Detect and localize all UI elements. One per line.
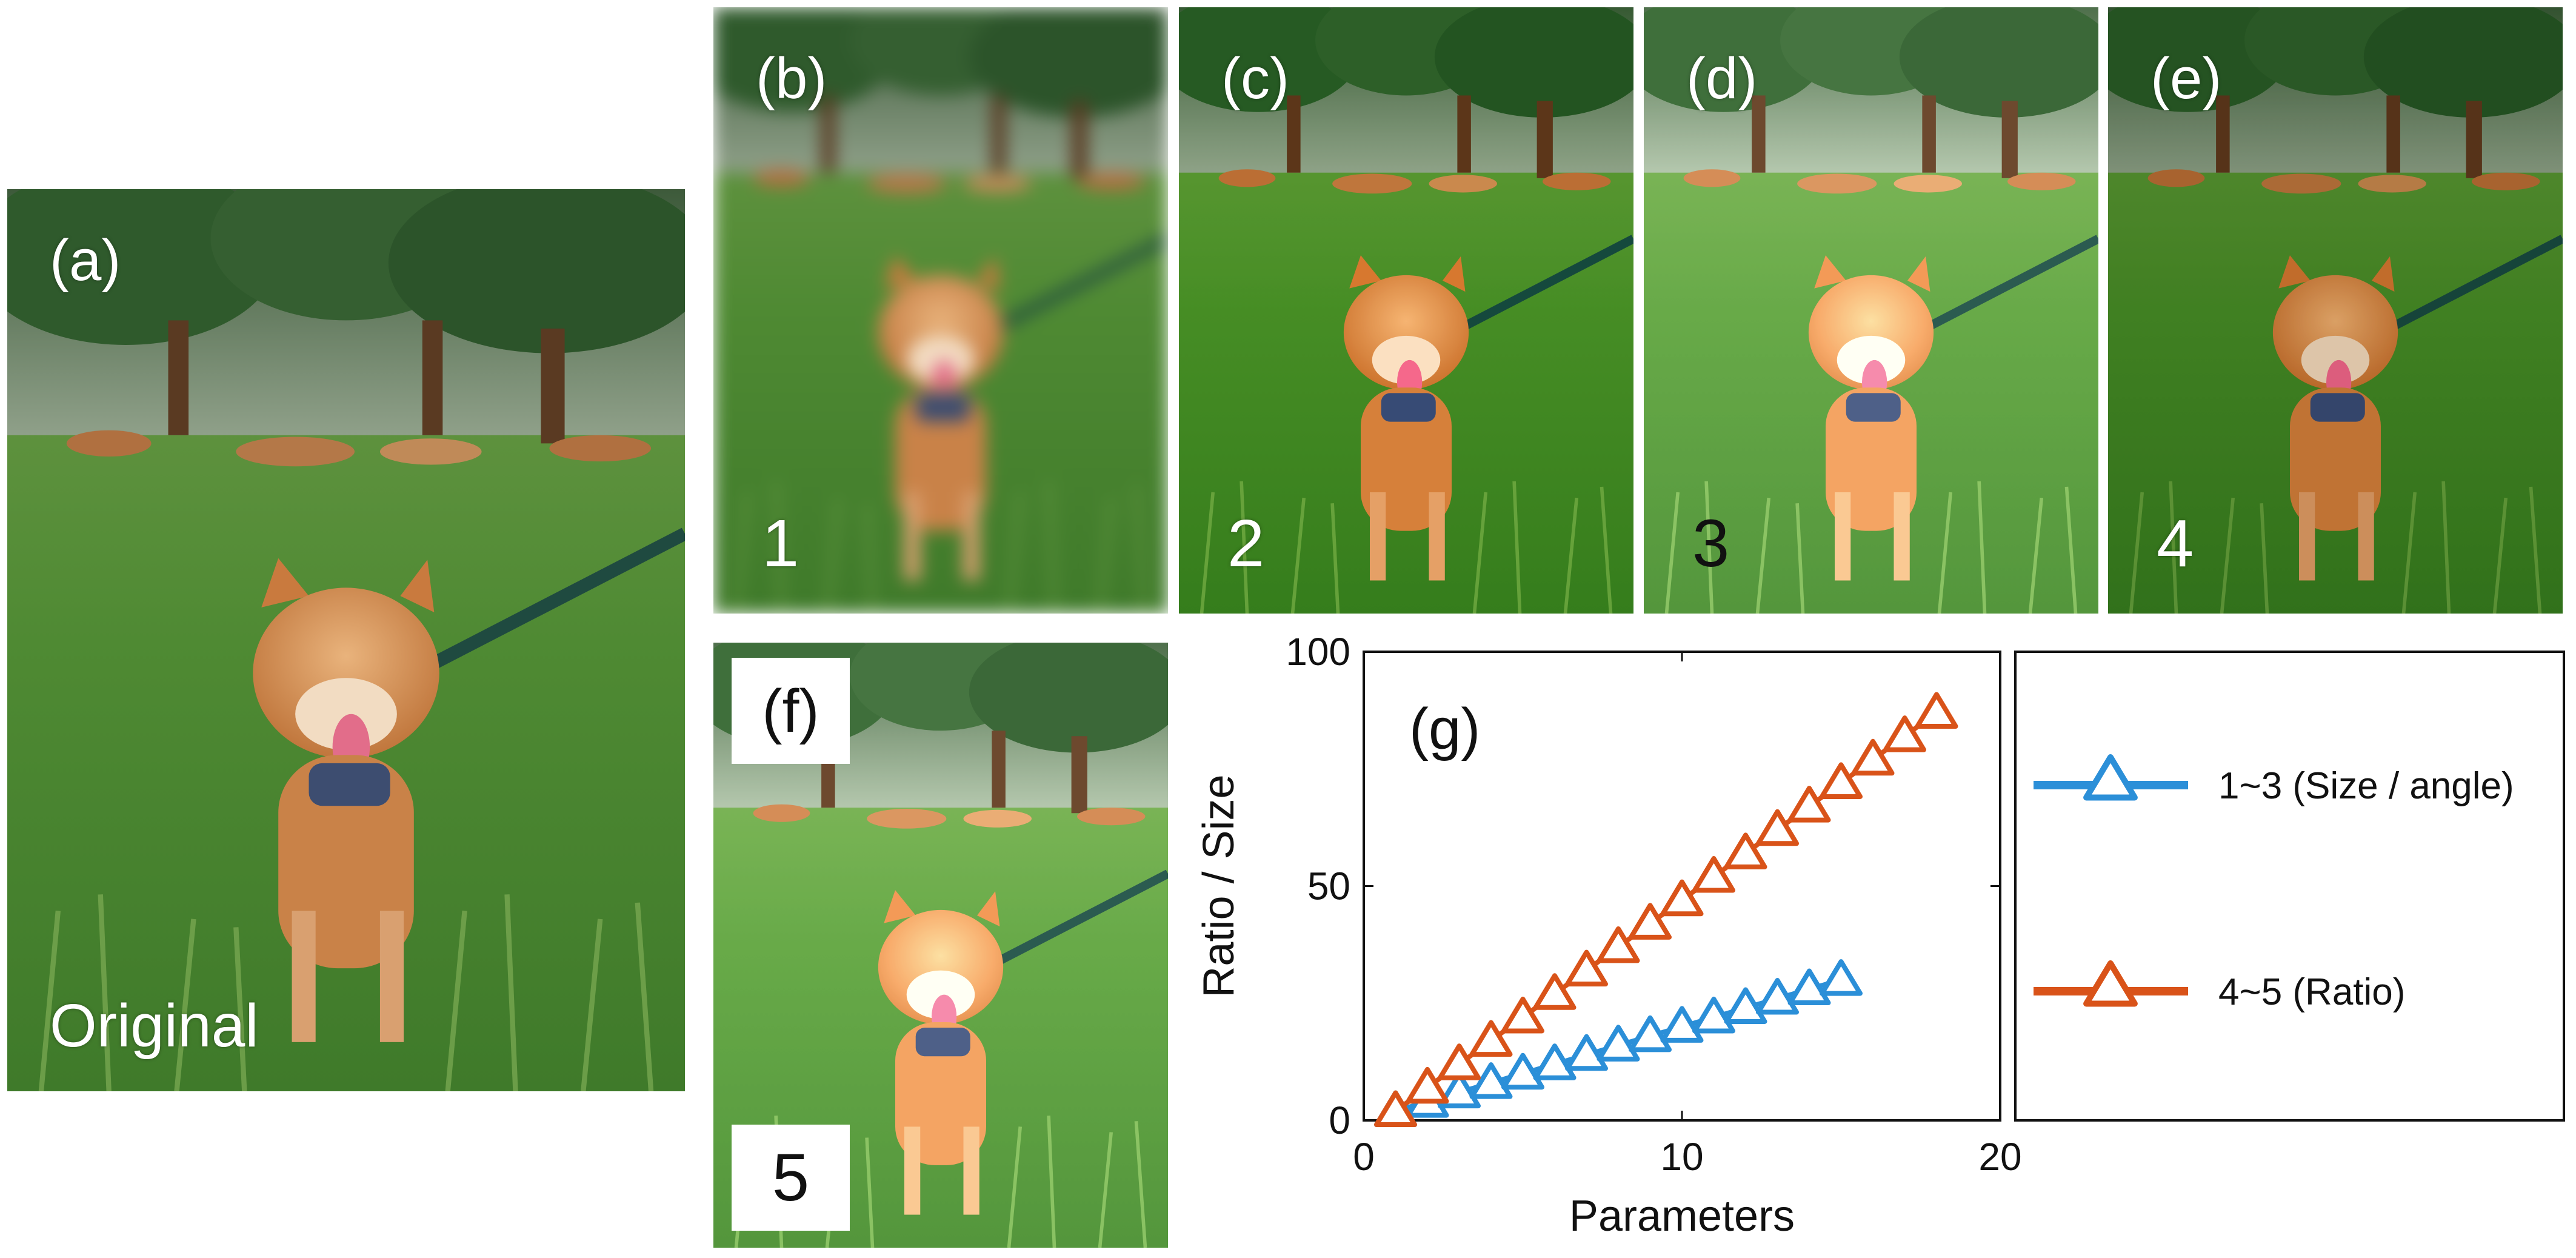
x-tick-label: 20 [1978, 1135, 2021, 1179]
y-tick-label: 50 [1307, 865, 1350, 908]
panel-b-photo: (b) 1 [713, 7, 1168, 614]
data-point-series-1 [1692, 856, 1735, 893]
data-point-series-1 [1374, 1090, 1417, 1128]
data-point-series-0 [1724, 987, 1767, 1024]
series-line-1 [1394, 711, 1938, 1113]
panel-f-label: (f) [732, 658, 850, 764]
legend-box [2014, 651, 2565, 1122]
data-point-series-0 [1501, 1052, 1544, 1090]
data-point-series-1 [1883, 715, 1926, 752]
plot-area-frame [1363, 651, 2001, 1122]
data-point-series-1 [1406, 1066, 1449, 1104]
x-axis-label: Parameters [1569, 1192, 1795, 1240]
panel-e-label: (e) [2151, 46, 2222, 111]
data-point-series-1 [1851, 738, 1895, 776]
data-point-series-1 [1533, 973, 1577, 1010]
panel-a-caption: Original [50, 992, 259, 1060]
data-point-series-1 [1501, 996, 1544, 1034]
data-point-series-0 [1692, 996, 1735, 1034]
data-point-series-1 [1915, 692, 1958, 729]
panel-b-number: 1 [762, 506, 799, 581]
data-point-series-0 [1660, 1006, 1704, 1043]
panel-d-number: 3 [1692, 506, 1730, 581]
panel-f-photo: (f) 5 [713, 643, 1168, 1248]
data-point-series-0 [1629, 1015, 1672, 1052]
data-point-series-1 [1597, 926, 1640, 963]
data-point-series-1 [1629, 903, 1672, 940]
panel-c-photo: (c) 2 [1179, 7, 1633, 614]
panel-d-photo: (d) 3 [1644, 7, 2098, 614]
panel-c-label: (c) [1221, 46, 1289, 111]
data-point-series-0 [1406, 1081, 1449, 1118]
data-point-series-1 [1820, 762, 1863, 799]
data-point-series-0 [1374, 1090, 1417, 1128]
data-point-series-1 [1438, 1043, 1481, 1080]
data-point-series-0 [1469, 1062, 1513, 1099]
data-point-series-1 [1787, 786, 1831, 823]
legend-marker-1 [2083, 960, 2138, 1007]
data-point-series-1 [1724, 832, 1767, 869]
data-point-series-1 [1660, 879, 1704, 917]
panel-f-number: 5 [732, 1125, 850, 1231]
panel-g-label: (g) [1409, 697, 1480, 761]
panel-a-original-photo: (a) Original [7, 189, 685, 1091]
y-tick-label: 100 [1286, 630, 1350, 674]
data-point-series-0 [1533, 1043, 1577, 1080]
legend-entry-0: 1~3 (Size / angle) [2218, 765, 2514, 807]
panel-e-number: 4 [2157, 506, 2194, 581]
legend-entry-1: 4~5 (Ratio) [2218, 971, 2405, 1013]
panel-e-photo: (e) 4 [2108, 7, 2563, 614]
dog-photo-original [7, 189, 685, 1091]
y-tick-label: 0 [1329, 1099, 1350, 1142]
data-point-series-0 [1597, 1025, 1640, 1062]
panel-a-label: (a) [50, 228, 121, 293]
data-point-series-0 [1565, 1034, 1608, 1071]
y-axis-label: Ratio / Size [1195, 774, 1243, 997]
data-point-series-0 [1756, 978, 1799, 1015]
panel-b-label: (b) [756, 46, 827, 111]
legend-marker-0 [2083, 754, 2138, 801]
data-point-series-0 [1787, 968, 1831, 1006]
data-point-series-0 [1438, 1071, 1481, 1109]
x-tick-label: 0 [1353, 1135, 1375, 1179]
panel-d-label: (d) [1686, 46, 1758, 111]
data-point-series-1 [1469, 1020, 1513, 1057]
series-line-0 [1395, 977, 1842, 1114]
x-tick-label: 10 [1660, 1135, 1703, 1179]
panel-c-number: 2 [1227, 506, 1265, 581]
data-point-series-0 [1820, 959, 1863, 996]
data-point-series-1 [1756, 809, 1799, 846]
data-point-series-1 [1565, 949, 1608, 987]
